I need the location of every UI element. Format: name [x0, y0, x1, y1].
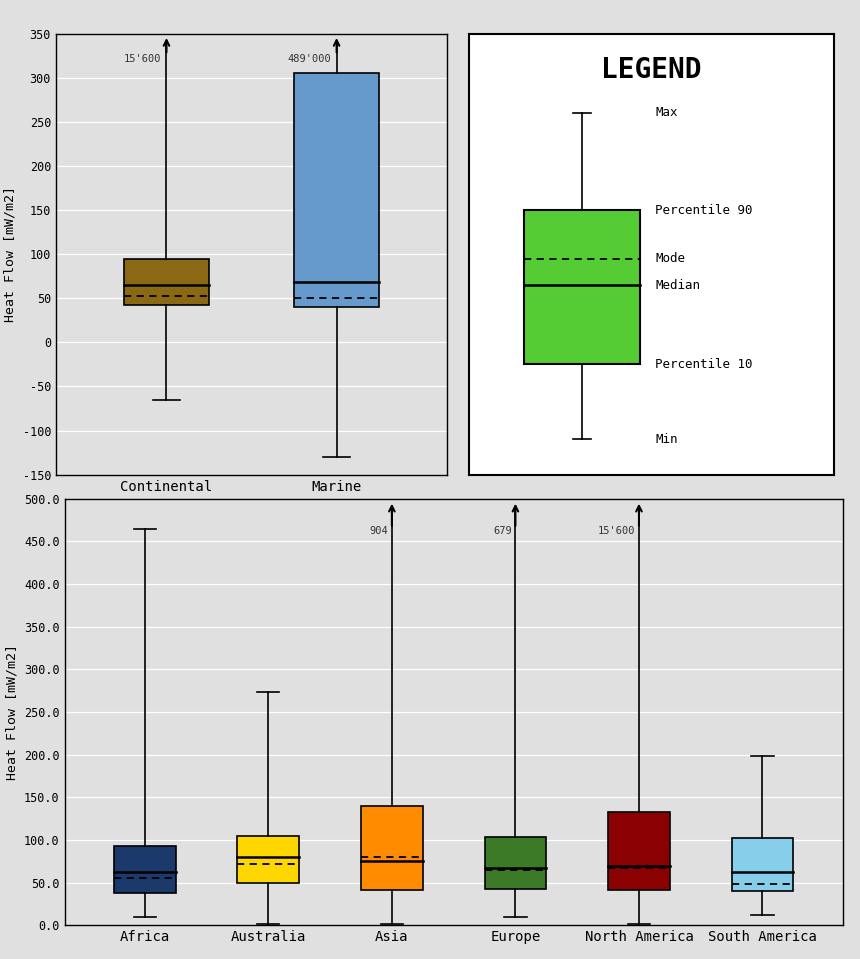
Bar: [237, 836, 299, 882]
Text: Max: Max: [655, 106, 678, 120]
Text: Percentile 90: Percentile 90: [655, 203, 752, 217]
Bar: [524, 210, 641, 364]
Bar: [484, 836, 546, 889]
Bar: [732, 838, 794, 891]
Text: 489'000: 489'000: [288, 54, 331, 63]
Text: 904: 904: [370, 526, 388, 536]
Bar: [124, 259, 209, 305]
Text: 15'600: 15'600: [124, 54, 162, 63]
Text: 15'600: 15'600: [598, 526, 636, 536]
Text: LEGEND: LEGEND: [601, 56, 702, 83]
Bar: [294, 73, 379, 307]
Text: Percentile 10: Percentile 10: [655, 358, 752, 371]
Y-axis label: Heat Flow [mW/m2]: Heat Flow [mW/m2]: [4, 186, 17, 322]
Text: Mode: Mode: [655, 252, 685, 265]
Y-axis label: Heat Flow [mW/m2]: Heat Flow [mW/m2]: [5, 644, 18, 780]
Bar: [114, 846, 175, 893]
Text: Median: Median: [655, 278, 700, 292]
Text: 679: 679: [493, 526, 512, 536]
Bar: [608, 812, 670, 890]
Text: Min: Min: [655, 433, 678, 446]
Bar: [361, 806, 423, 890]
